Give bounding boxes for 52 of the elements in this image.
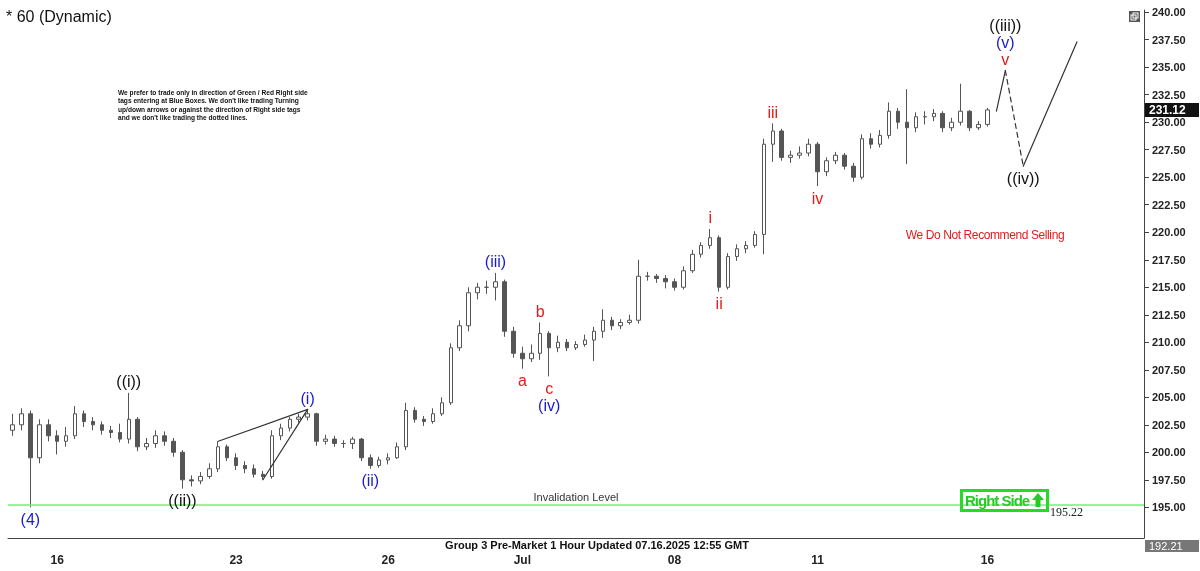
y-tick-label: 225.00 xyxy=(1152,171,1186,184)
y-tick-label: 195.00 xyxy=(1152,501,1186,514)
y-tick-label: 222.50 xyxy=(1152,198,1186,211)
y-tick-label: 235.00 xyxy=(1152,61,1186,74)
y-tick-label: 215.00 xyxy=(1152,281,1186,294)
annotation: (iii) xyxy=(484,253,507,271)
annotation: iii xyxy=(767,103,779,121)
text: 231.12 xyxy=(1149,103,1186,117)
y-tick-label: 230.00 xyxy=(1152,116,1186,129)
y-tick-label: 232.50 xyxy=(1152,88,1186,101)
y-tick-label: 205.00 xyxy=(1152,391,1186,404)
y-tick-label: 217.50 xyxy=(1152,253,1186,266)
annotation: We Do Not Recommend Selling xyxy=(905,228,1065,242)
x-tick-label: Jul xyxy=(513,553,531,567)
ref-line-label: Invalidation Level xyxy=(533,491,619,504)
y-tick-label: 202.50 xyxy=(1152,418,1186,431)
x-tick-label: 23 xyxy=(229,553,244,567)
y-tick-label: 237.50 xyxy=(1152,33,1186,46)
annotation: 195.22 xyxy=(1050,505,1083,519)
x-tick-label: 11 xyxy=(811,553,825,567)
y-tick-label: 207.50 xyxy=(1152,363,1186,376)
annotation: (i) xyxy=(300,389,315,407)
y-tick-label: 200.00 xyxy=(1152,446,1186,459)
y-tick-label: 220.00 xyxy=(1152,226,1186,239)
annotation: iv xyxy=(811,189,824,207)
y-tick-label: 240.00 xyxy=(1152,6,1186,19)
annotation: ((iv)) xyxy=(1006,169,1040,187)
text: Group 3 Pre-Market 1 Hour Updated 07.16.2025 12:55 GMT xyxy=(445,539,749,551)
annotation: (ii) xyxy=(361,472,380,490)
annotation: ((ii)) xyxy=(168,492,197,510)
annotation: ((i)) xyxy=(116,373,142,391)
annotation: (v) xyxy=(996,34,1015,52)
annotation: ((iii)) xyxy=(989,17,1022,35)
annotation: v xyxy=(1001,51,1010,69)
y-tick-label: 210.00 xyxy=(1152,336,1186,349)
y-tick-label: 212.50 xyxy=(1152,308,1186,321)
annotation: i xyxy=(708,209,712,227)
y-tick-label: 197.50 xyxy=(1152,473,1186,486)
chart-title: * 60 (Dynamic) xyxy=(6,8,112,26)
x-tick-label: 16 xyxy=(980,553,995,567)
annotation: ii xyxy=(715,295,723,313)
x-tick-label: 16 xyxy=(50,553,65,567)
text: 192.21 xyxy=(1149,540,1183,552)
annotation: (iv) xyxy=(538,396,561,414)
y-tick-label: 227.50 xyxy=(1152,143,1186,156)
annotation: Right Side xyxy=(965,492,1030,509)
annotation: a xyxy=(517,372,527,390)
x-tick-label: 08 xyxy=(667,553,682,567)
x-tick-label: 26 xyxy=(381,553,396,567)
annotation: b xyxy=(535,302,545,320)
annotation: c xyxy=(545,379,554,397)
annotation: (4) xyxy=(20,510,41,528)
